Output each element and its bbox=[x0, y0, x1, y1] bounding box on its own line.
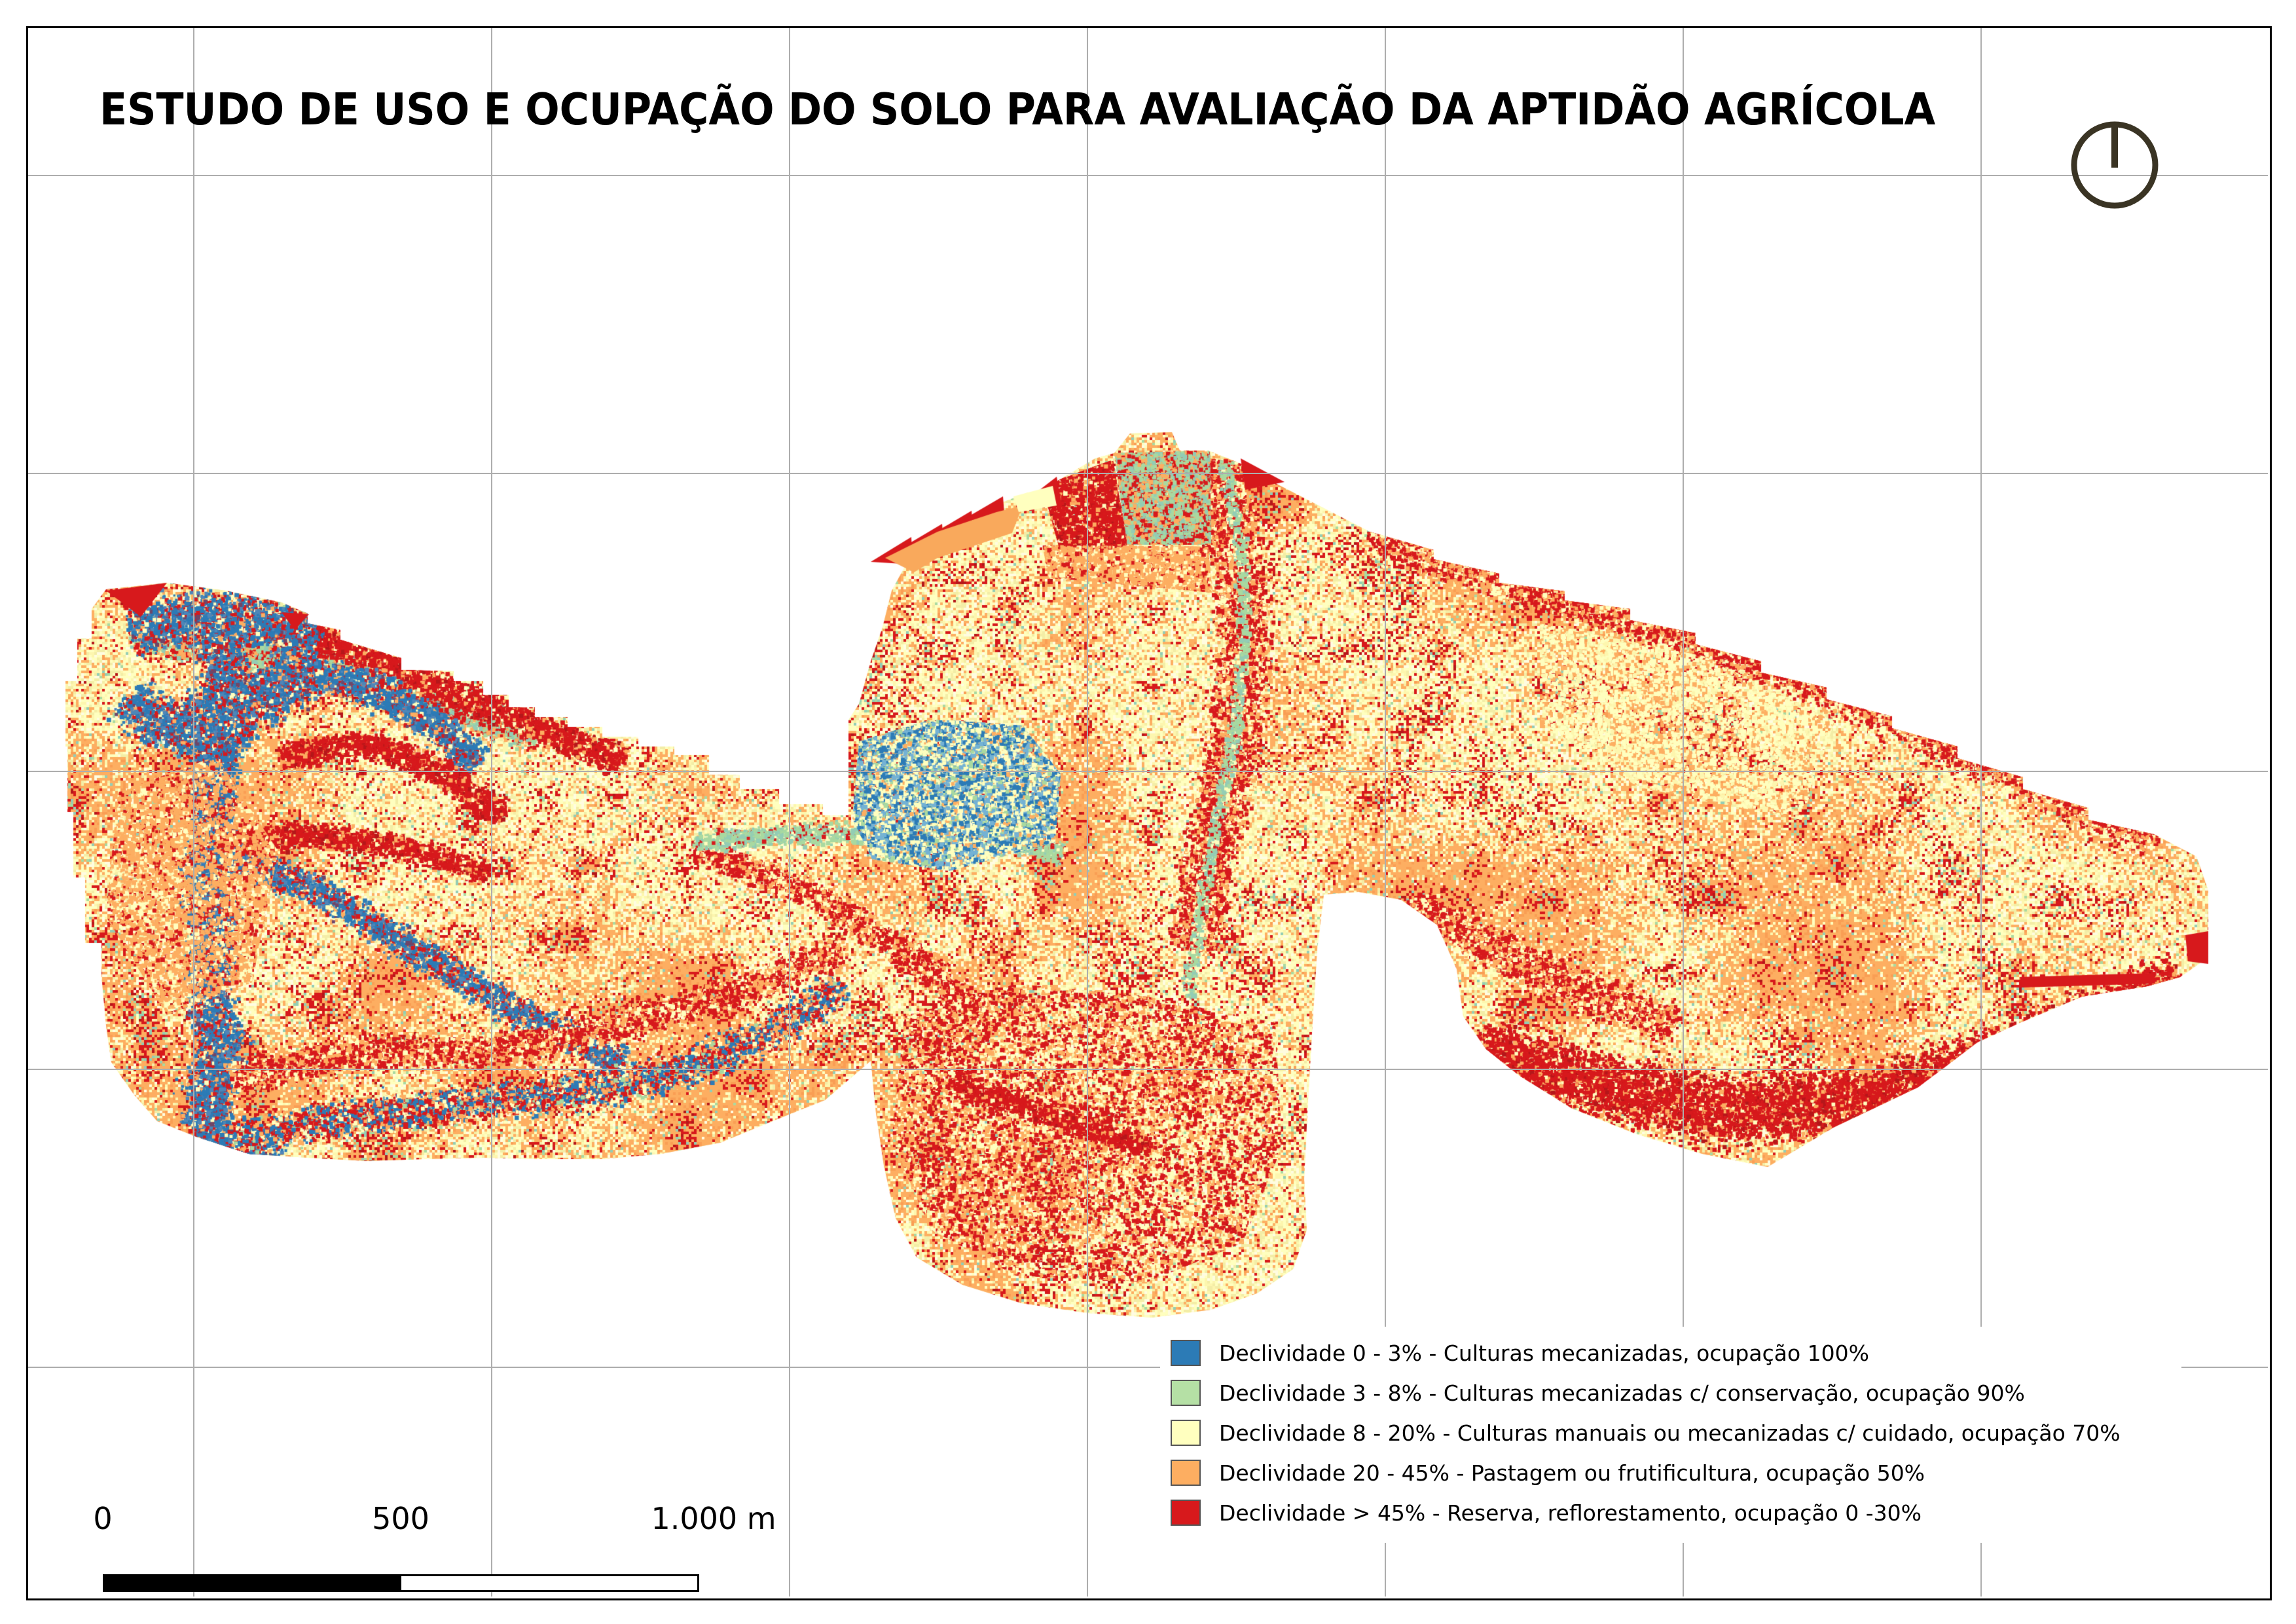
grid-line-horizontal bbox=[26, 771, 2268, 772]
legend-swatch-slope-8-20 bbox=[1171, 1420, 1201, 1446]
legend: Declividade 0 - 3% - Culturas mecanizada… bbox=[1160, 1327, 2181, 1543]
grid-line-vertical bbox=[1385, 26, 1386, 1596]
legend-item: Declividade 8 - 20% - Culturas manuais o… bbox=[1171, 1418, 2121, 1448]
legend-label: Declividade 20 - 45% - Pastagem ou fruti… bbox=[1219, 1460, 1925, 1486]
grid-line-horizontal bbox=[26, 473, 2268, 474]
legend-swatch-slope-3-8 bbox=[1171, 1380, 1201, 1406]
legend-swatch-slope-0-3 bbox=[1171, 1340, 1201, 1366]
legend-item: Declividade 0 - 3% - Culturas mecanizada… bbox=[1171, 1338, 1869, 1368]
grid-line-vertical bbox=[1087, 26, 1088, 1596]
grid-line-vertical bbox=[193, 26, 194, 1596]
scale-label-500: 500 bbox=[372, 1501, 429, 1536]
legend-label: Declividade 0 - 3% - Culturas mecanizada… bbox=[1219, 1340, 1869, 1366]
legend-item: Declividade > 45% - Reserva, reflorestam… bbox=[1171, 1498, 1922, 1528]
grid-line-vertical bbox=[1683, 26, 1684, 1596]
grid-line-horizontal bbox=[26, 1367, 2268, 1368]
scale-bar bbox=[103, 1574, 699, 1592]
legend-swatch-slope-over-45 bbox=[1171, 1500, 1201, 1526]
page-title: ESTUDO DE USO E OCUPAÇÃO DO SOLO PARA AV… bbox=[100, 84, 1936, 135]
legend-item: Declividade 20 - 45% - Pastagem ou fruti… bbox=[1171, 1458, 1925, 1488]
legend-label: Declividade 3 - 8% - Culturas mecanizada… bbox=[1219, 1380, 2025, 1406]
grid-line-vertical bbox=[1980, 26, 1982, 1596]
legend-label: Declividade > 45% - Reserva, reflorestam… bbox=[1219, 1500, 1922, 1526]
legend-item: Declividade 3 - 8% - Culturas mecanizada… bbox=[1171, 1378, 2025, 1408]
grid-line-horizontal bbox=[26, 1069, 2268, 1070]
legend-swatch-slope-20-45 bbox=[1171, 1460, 1201, 1486]
grid-line-vertical bbox=[491, 26, 492, 1596]
grid-line-vertical bbox=[789, 26, 790, 1596]
legend-label: Declividade 8 - 20% - Culturas manuais o… bbox=[1219, 1420, 2121, 1446]
scale-label-0: 0 bbox=[93, 1501, 113, 1536]
scale-bar-filled-half bbox=[105, 1576, 401, 1590]
scale-label-1000m: 1.000 m bbox=[651, 1501, 776, 1536]
grid-line-horizontal bbox=[26, 175, 2268, 176]
north-arrow-icon bbox=[2071, 121, 2159, 209]
